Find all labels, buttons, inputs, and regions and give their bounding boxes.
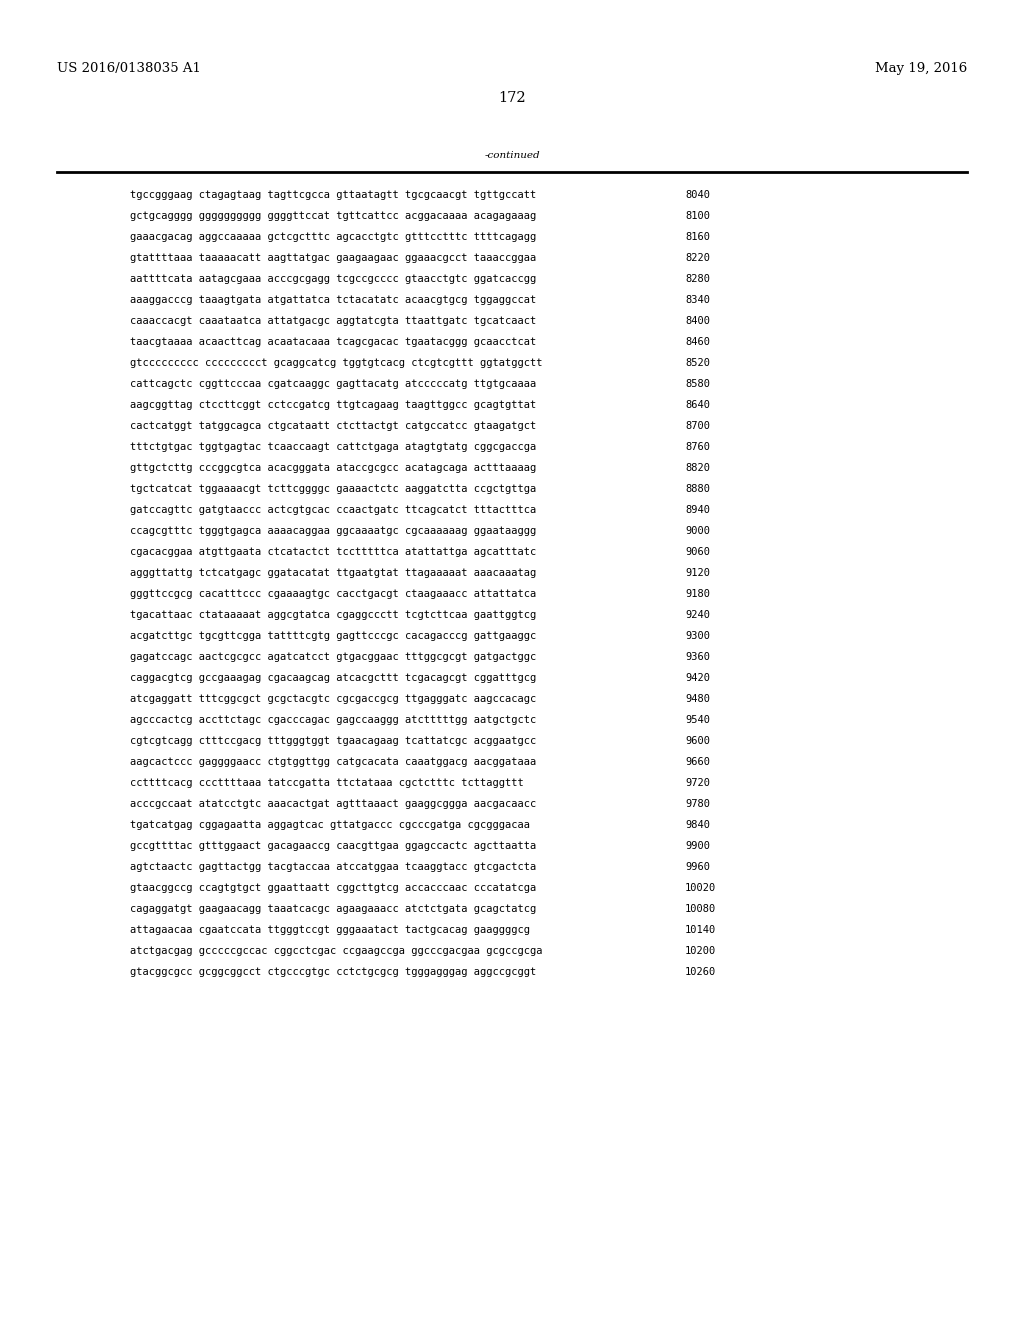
Text: 8160: 8160 [685, 232, 710, 242]
Text: gtattttaaa taaaaacatt aagttatgac gaagaagaac ggaaacgcct taaaccggaa: gtattttaaa taaaaacatt aagttatgac gaagaag… [130, 253, 537, 263]
Text: 10140: 10140 [685, 925, 716, 935]
Text: aagcggttag ctccttcggt cctccgatcg ttgtcagaag taagttggcc gcagtgttat: aagcggttag ctccttcggt cctccgatcg ttgtcag… [130, 400, 537, 411]
Text: agcccactcg accttctagc cgacccagac gagccaaggg atctttttgg aatgctgctc: agcccactcg accttctagc cgacccagac gagccaa… [130, 715, 537, 725]
Text: aaaggacccg taaagtgata atgattatca tctacatatc acaacgtgcg tggaggccat: aaaggacccg taaagtgata atgattatca tctacat… [130, 294, 537, 305]
Text: 10080: 10080 [685, 904, 716, 913]
Text: gctgcagggg gggggggggg ggggttccat tgttcattcc acggacaaaa acagagaaag: gctgcagggg gggggggggg ggggttccat tgttcat… [130, 211, 537, 220]
Text: 9840: 9840 [685, 820, 710, 830]
Text: 9900: 9900 [685, 841, 710, 851]
Text: 9600: 9600 [685, 737, 710, 746]
Text: 9780: 9780 [685, 799, 710, 809]
Text: 8820: 8820 [685, 463, 710, 473]
Text: 9660: 9660 [685, 756, 710, 767]
Text: 9360: 9360 [685, 652, 710, 663]
Text: caaaccacgt caaataatca attatgacgc aggtatcgta ttaattgatc tgcatcaact: caaaccacgt caaataatca attatgacgc aggtatc… [130, 315, 537, 326]
Text: tgatcatgag cggagaatta aggagtcac gttatgaccc cgcccgatga cgcgggacaa: tgatcatgag cggagaatta aggagtcac gttatgac… [130, 820, 530, 830]
Text: 8940: 8940 [685, 506, 710, 515]
Text: 9540: 9540 [685, 715, 710, 725]
Text: attagaacaa cgaatccata ttgggtccgt gggaaatact tactgcacag gaaggggcg: attagaacaa cgaatccata ttgggtccgt gggaaat… [130, 925, 530, 935]
Text: cactcatggt tatggcagca ctgcataatt ctcttactgt catgccatcc gtaagatgct: cactcatggt tatggcagca ctgcataatt ctcttac… [130, 421, 537, 432]
Text: 9000: 9000 [685, 525, 710, 536]
Text: gagatccagc aactcgcgcc agatcatcct gtgacggaac tttggcgcgt gatgactggc: gagatccagc aactcgcgcc agatcatcct gtgacgg… [130, 652, 537, 663]
Text: cagaggatgt gaagaacagg taaatcacgc agaagaaacc atctctgata gcagctatcg: cagaggatgt gaagaacagg taaatcacgc agaagaa… [130, 904, 537, 913]
Text: 9120: 9120 [685, 568, 710, 578]
Text: May 19, 2016: May 19, 2016 [874, 62, 967, 75]
Text: -continued: -continued [484, 150, 540, 160]
Text: 10260: 10260 [685, 968, 716, 977]
Text: tgacattaac ctataaaaat aggcgtatca cgaggccctt tcgtcttcaa gaattggtcg: tgacattaac ctataaaaat aggcgtatca cgaggcc… [130, 610, 537, 620]
Text: taacgtaaaa acaacttcag acaatacaaa tcagcgacac tgaatacggg gcaacctcat: taacgtaaaa acaacttcag acaatacaaa tcagcga… [130, 337, 537, 347]
Text: gggttccgcg cacatttccc cgaaaagtgc cacctgacgt ctaagaaacc attattatca: gggttccgcg cacatttccc cgaaaagtgc cacctga… [130, 589, 537, 599]
Text: 8760: 8760 [685, 442, 710, 451]
Text: 9420: 9420 [685, 673, 710, 682]
Text: 9300: 9300 [685, 631, 710, 642]
Text: cgacacggaa atgttgaata ctcatactct tcctttttca atattattga agcatttatc: cgacacggaa atgttgaata ctcatactct tcctttt… [130, 546, 537, 557]
Text: 172: 172 [499, 91, 525, 106]
Text: acccgccaat atatcctgtc aaacactgat agtttaaact gaaggcggga aacgacaacc: acccgccaat atatcctgtc aaacactgat agtttaa… [130, 799, 537, 809]
Text: 8880: 8880 [685, 484, 710, 494]
Text: aattttcata aatagcgaaa acccgcgagg tcgccgcccc gtaacctgtc ggatcaccgg: aattttcata aatagcgaaa acccgcgagg tcgccgc… [130, 275, 537, 284]
Text: 8520: 8520 [685, 358, 710, 368]
Text: 9960: 9960 [685, 862, 710, 873]
Text: gatccagttc gatgtaaccc actcgtgcac ccaactgatc ttcagcatct tttactttca: gatccagttc gatgtaaccc actcgtgcac ccaactg… [130, 506, 537, 515]
Text: 8460: 8460 [685, 337, 710, 347]
Text: tttctgtgac tggtgagtac tcaaccaagt cattctgaga atagtgtatg cggcgaccga: tttctgtgac tggtgagtac tcaaccaagt cattctg… [130, 442, 537, 451]
Text: caggacgtcg gccgaaagag cgacaagcag atcacgcttt tcgacagcgt cggatttgcg: caggacgtcg gccgaaagag cgacaagcag atcacgc… [130, 673, 537, 682]
Text: ccagcgtttc tgggtgagca aaaacaggaa ggcaaaatgc cgcaaaaaag ggaataaggg: ccagcgtttc tgggtgagca aaaacaggaa ggcaaaa… [130, 525, 537, 536]
Text: 8400: 8400 [685, 315, 710, 326]
Text: cgtcgtcagg ctttccgacg tttgggtggt tgaacagaag tcattatcgc acggaatgcc: cgtcgtcagg ctttccgacg tttgggtggt tgaacag… [130, 737, 537, 746]
Text: gtacggcgcc gcggcggcct ctgcccgtgc cctctgcgcg tgggagggag aggccgcggt: gtacggcgcc gcggcggcct ctgcccgtgc cctctgc… [130, 968, 537, 977]
Text: 10020: 10020 [685, 883, 716, 894]
Text: acgatcttgc tgcgttcgga tattttcgtg gagttcccgc cacagacccg gattgaaggc: acgatcttgc tgcgttcgga tattttcgtg gagttcc… [130, 631, 537, 642]
Text: 9720: 9720 [685, 777, 710, 788]
Text: 8640: 8640 [685, 400, 710, 411]
Text: 9060: 9060 [685, 546, 710, 557]
Text: 10200: 10200 [685, 946, 716, 956]
Text: 9180: 9180 [685, 589, 710, 599]
Text: gaaacgacag aggccaaaaa gctcgctttc agcacctgtc gtttcctttc ttttcagagg: gaaacgacag aggccaaaaa gctcgctttc agcacct… [130, 232, 537, 242]
Text: 9480: 9480 [685, 694, 710, 704]
Text: US 2016/0138035 A1: US 2016/0138035 A1 [57, 62, 201, 75]
Text: gttgctcttg cccggcgtca acacgggata ataccgcgcc acatagcaga actttaaaag: gttgctcttg cccggcgtca acacgggata ataccgc… [130, 463, 537, 473]
Text: 8580: 8580 [685, 379, 710, 389]
Text: tgccgggaag ctagagtaag tagttcgcca gttaatagtt tgcgcaacgt tgttgccatt: tgccgggaag ctagagtaag tagttcgcca gttaata… [130, 190, 537, 201]
Text: gccgttttac gtttggaact gacagaaccg caacgttgaa ggagccactc agcttaatta: gccgttttac gtttggaact gacagaaccg caacgtt… [130, 841, 537, 851]
Text: 8100: 8100 [685, 211, 710, 220]
Text: cattcagctc cggttcccaa cgatcaaggc gagttacatg atcccccatg ttgtgcaaaa: cattcagctc cggttcccaa cgatcaaggc gagttac… [130, 379, 537, 389]
Text: 9240: 9240 [685, 610, 710, 620]
Text: 8340: 8340 [685, 294, 710, 305]
Text: 8040: 8040 [685, 190, 710, 201]
Text: 8220: 8220 [685, 253, 710, 263]
Text: gtaacggccg ccagtgtgct ggaattaatt cggcttgtcg accacccaac cccatatcga: gtaacggccg ccagtgtgct ggaattaatt cggcttg… [130, 883, 537, 894]
Text: ccttttcacg cccttttaaa tatccgatta ttctataaa cgctctttc tcttaggttt: ccttttcacg cccttttaaa tatccgatta ttctata… [130, 777, 523, 788]
Text: gtccccccccc ccccccccct gcaggcatcg tggtgtcacg ctcgtcgttt ggtatggctt: gtccccccccc ccccccccct gcaggcatcg tggtgt… [130, 358, 543, 368]
Text: agggttattg tctcatgagc ggatacatat ttgaatgtat ttagaaaaat aaacaaatag: agggttattg tctcatgagc ggatacatat ttgaatg… [130, 568, 537, 578]
Text: atctgacgag gcccccgccac cggcctcgac ccgaagccga ggcccgacgaa gcgccgcga: atctgacgag gcccccgccac cggcctcgac ccgaag… [130, 946, 543, 956]
Text: agtctaactc gagttactgg tacgtaccaa atccatggaa tcaaggtacc gtcgactcta: agtctaactc gagttactgg tacgtaccaa atccatg… [130, 862, 537, 873]
Text: tgctcatcat tggaaaacgt tcttcggggc gaaaactctc aaggatctta ccgctgttga: tgctcatcat tggaaaacgt tcttcggggc gaaaact… [130, 484, 537, 494]
Text: 8280: 8280 [685, 275, 710, 284]
Text: atcgaggatt tttcggcgct gcgctacgtc cgcgaccgcg ttgagggatc aagccacagc: atcgaggatt tttcggcgct gcgctacgtc cgcgacc… [130, 694, 537, 704]
Text: 8700: 8700 [685, 421, 710, 432]
Text: aagcactccc gaggggaacc ctgtggttgg catgcacata caaatggacg aacggataaa: aagcactccc gaggggaacc ctgtggttgg catgcac… [130, 756, 537, 767]
